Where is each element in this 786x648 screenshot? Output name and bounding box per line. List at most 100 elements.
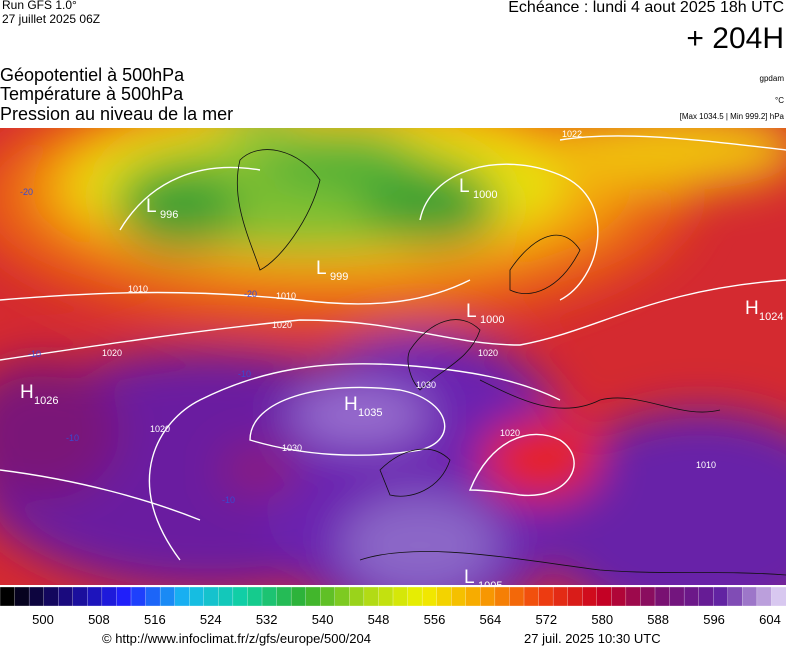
color-swatch: [189, 586, 205, 607]
color-swatch: [480, 586, 496, 607]
colorbar-label: 508: [88, 612, 110, 627]
color-swatch: [465, 586, 481, 607]
color-swatch: [334, 586, 350, 607]
color-swatch: [713, 586, 729, 607]
unit-label: °C: [775, 96, 784, 105]
color-swatch: [203, 586, 219, 607]
lead-time: + 204H: [686, 22, 784, 55]
pressure-center: L: [459, 176, 470, 197]
color-swatch: [538, 586, 554, 607]
run-date: 27 juillet 2025 06Z: [2, 12, 100, 26]
color-swatch: [669, 586, 685, 607]
isobar-label: 1020: [272, 320, 292, 330]
isobar-label: 1030: [282, 443, 302, 453]
color-swatch: [436, 586, 452, 607]
pressure-center: L: [316, 258, 327, 279]
isobar-label: 1020: [150, 424, 170, 434]
temperature-label: -10: [222, 495, 235, 505]
isobar-label: 1020: [500, 428, 520, 438]
run-label: Run GFS 1.0°: [2, 0, 77, 12]
isobars: [0, 135, 786, 561]
pressure-center: H: [344, 394, 358, 415]
color-swatch: [582, 586, 598, 607]
color-swatch: [407, 586, 423, 607]
color-swatch: [145, 586, 161, 607]
map: [0, 128, 786, 585]
title-line: Température à 500hPa: [0, 84, 184, 104]
coastlines: [236, 149, 786, 576]
source-url: © http://www.infoclimat.fr/z/gfs/europe/…: [102, 631, 371, 646]
color-swatch: [625, 586, 642, 607]
pressure-value: 996: [160, 209, 178, 221]
color-swatch: [14, 586, 30, 607]
pressure-center: L: [466, 301, 477, 322]
pressure-value: 1024: [759, 311, 783, 323]
color-swatch: [218, 586, 234, 607]
color-swatch: [611, 586, 627, 607]
colorbar-label: 588: [647, 612, 669, 627]
colorbar-label: 580: [591, 612, 613, 627]
pressure-value: 1000: [480, 314, 504, 326]
pressure-center: L: [146, 196, 157, 217]
colorbar-label: 604: [759, 612, 781, 627]
color-swatch: [320, 586, 336, 607]
isobar-label: 1022: [562, 129, 582, 139]
color-swatch: [567, 586, 583, 607]
temperature-label: -20: [244, 289, 257, 299]
color-swatch: [683, 586, 700, 607]
color-swatch: [290, 586, 307, 607]
color-swatch: [742, 586, 758, 607]
color-swatch: [276, 586, 292, 607]
color-swatch: [756, 586, 773, 607]
colorbar-label: 500: [32, 612, 54, 627]
colorbar-label: 556: [424, 612, 446, 627]
unit-label: gpdam: [760, 74, 785, 83]
color-swatch: [727, 586, 743, 607]
color-swatch: [640, 586, 656, 607]
colorbar-label: 548: [368, 612, 390, 627]
pressure-center: H: [20, 382, 34, 403]
color-swatch: [451, 586, 467, 607]
temperature-label: -10: [28, 349, 41, 359]
colorbar-label: 564: [480, 612, 502, 627]
color-swatch: [392, 586, 409, 607]
isobar-label: 1020: [478, 348, 498, 358]
color-swatch: [159, 586, 176, 607]
color-swatch: [72, 586, 88, 607]
pressure-center: H: [745, 298, 759, 319]
color-swatch: [247, 586, 263, 607]
color-swatch: [552, 586, 569, 607]
colorbar-label: 524: [200, 612, 222, 627]
colorbar-label: 540: [312, 612, 334, 627]
color-swatch: [130, 586, 147, 607]
color-swatch: [0, 586, 16, 607]
color-swatch: [698, 586, 714, 607]
color-swatch: [654, 586, 671, 607]
unit-label: [Max 1034.5 | Min 999.2] hPa: [680, 112, 785, 121]
color-swatch: [261, 586, 278, 607]
generated-time: 27 juil. 2025 10:30 UTC: [524, 631, 661, 646]
color-swatch: [28, 586, 45, 607]
colorbar-label: 516: [144, 612, 166, 627]
color-swatch: [378, 586, 394, 607]
color-swatch: [509, 586, 525, 607]
title-line: Géopotentiel à 500hPa: [0, 65, 185, 85]
color-swatch: [87, 586, 103, 607]
temperature-label: -10: [238, 369, 251, 379]
isobar-label: 1030: [416, 380, 436, 390]
color-swatch: [101, 586, 118, 607]
pressure-value: 1026: [34, 395, 58, 407]
color-swatch: [771, 586, 786, 607]
color-swatch: [116, 586, 132, 607]
title-line: Pression au niveau de la mer: [0, 104, 233, 124]
valid-time: Echéance : lundi 4 aout 2025 18h UTC: [508, 0, 784, 16]
pressure-value: 999: [330, 271, 348, 283]
color-swatch: [305, 586, 321, 607]
colorbar-label: 596: [703, 612, 725, 627]
color-swatch: [421, 586, 438, 607]
colorbar-label: 532: [256, 612, 278, 627]
color-swatch: [58, 586, 74, 607]
pressure-center: L: [464, 567, 475, 588]
